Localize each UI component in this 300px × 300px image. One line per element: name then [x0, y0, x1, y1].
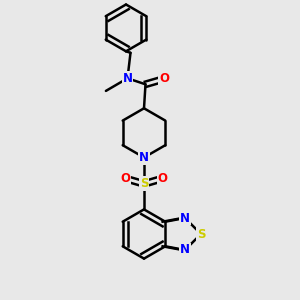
- Text: S: S: [140, 177, 148, 190]
- Text: O: O: [120, 172, 130, 185]
- Text: N: N: [122, 72, 133, 85]
- Text: O: O: [159, 72, 169, 86]
- Text: O: O: [158, 172, 168, 185]
- Text: N: N: [180, 244, 190, 256]
- Text: N: N: [139, 151, 149, 164]
- Text: S: S: [197, 227, 205, 241]
- Text: N: N: [180, 212, 190, 224]
